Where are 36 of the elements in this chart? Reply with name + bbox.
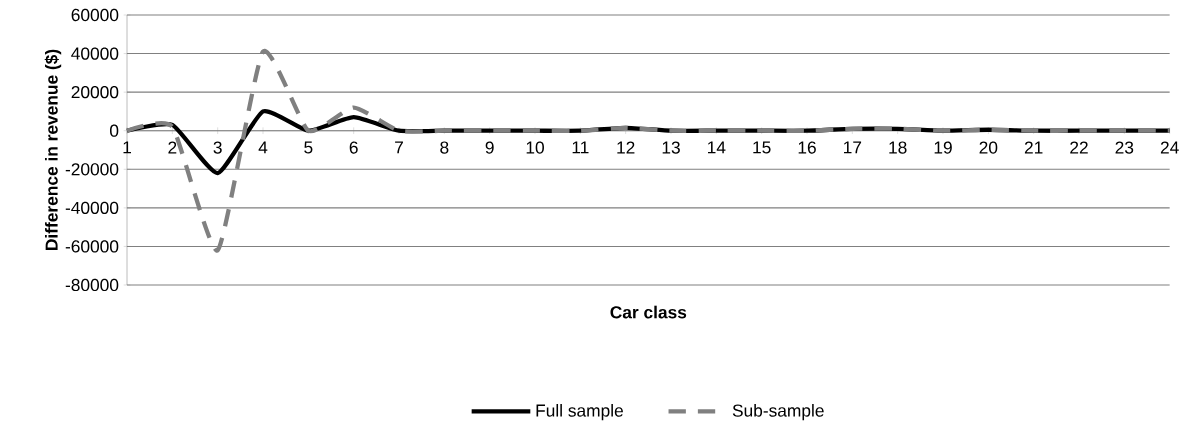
y-tick-label: 40000	[71, 47, 119, 60]
y-tick-label: -60000	[65, 240, 119, 253]
x-tick-label: 22	[1070, 141, 1088, 154]
legend-label: Full sample	[536, 403, 623, 421]
x-tick-label: 6	[349, 141, 358, 154]
legend-label: Sub-sample	[732, 403, 824, 421]
x-tick-label: 12	[617, 141, 635, 154]
x-axis-title: Car class	[610, 305, 687, 319]
x-tick-label: 8	[440, 141, 449, 154]
x-tick-label: 15	[753, 141, 771, 154]
x-tick-label: 24	[1160, 141, 1179, 154]
x-tick-label: 10	[526, 141, 544, 154]
x-tick-label: 13	[662, 141, 680, 154]
x-tick-label: 23	[1115, 141, 1134, 154]
x-tick-label: 4	[258, 141, 268, 154]
x-tick-label: 1	[123, 141, 131, 154]
y-tick-label: -80000	[65, 278, 119, 292]
y-tick-label: -40000	[65, 201, 119, 214]
x-tick-label: 14	[708, 141, 726, 154]
y-tick-label: 60000	[71, 8, 119, 22]
x-tick-label: 2	[168, 141, 177, 154]
x-tick-label: 7	[395, 141, 403, 154]
y-tick-label: -20000	[65, 163, 119, 176]
x-tick-label: 16	[798, 141, 816, 154]
x-tick-label: 11	[572, 141, 589, 154]
y-tick-label: 0	[110, 124, 119, 137]
x-tick-label: 5	[304, 141, 313, 154]
x-tick-label: 3	[213, 141, 222, 154]
x-tick-label: 9	[485, 141, 494, 154]
x-tick-label: 18	[889, 141, 907, 154]
x-tick-label: 20	[979, 141, 998, 154]
y-axis-title: Difference in revenue ($)	[44, 49, 62, 250]
x-tick-label: 17	[844, 141, 862, 154]
x-tick-label: 19	[934, 141, 952, 154]
y-tick-label: 20000	[71, 86, 119, 99]
x-tick-label: 21	[1024, 141, 1043, 154]
